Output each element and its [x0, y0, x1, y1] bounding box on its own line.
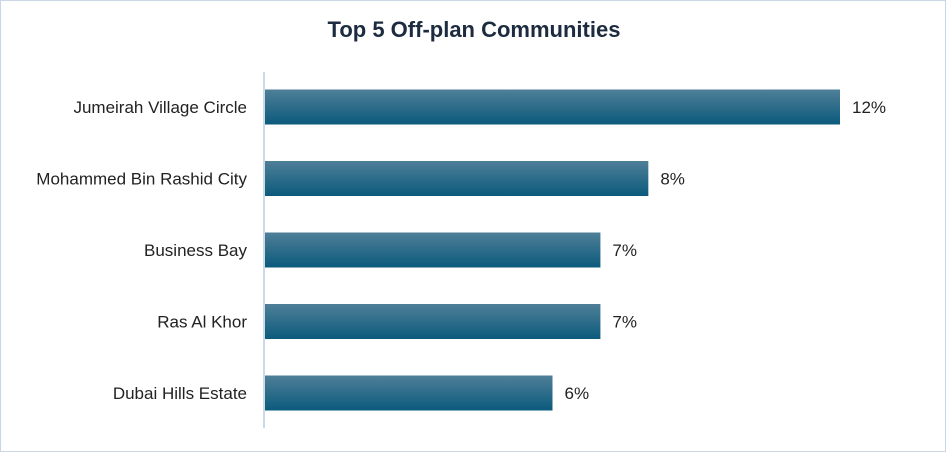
value-label: 7% [612, 241, 637, 260]
category-label: Jumeirah Village Circle [73, 98, 247, 117]
category-label: Business Bay [144, 241, 247, 260]
bar [265, 304, 601, 339]
bar [265, 89, 840, 125]
value-label: 8% [660, 170, 685, 189]
bar [265, 232, 601, 268]
category-label: Dubai Hills Estate [113, 384, 247, 403]
chart-title: Top 5 Off-plan Communities [327, 17, 621, 42]
value-label: 12% [852, 98, 886, 117]
bar [265, 375, 553, 411]
category-label: Mohammed Bin Rashid City [36, 170, 247, 189]
value-label: 6% [565, 384, 590, 403]
category-label: Ras Al Khor [157, 313, 247, 332]
bar [265, 161, 649, 196]
value-label: 7% [612, 313, 637, 332]
bars-group: Jumeirah Village Circle 12% Mohammed Bin R… [36, 89, 886, 411]
